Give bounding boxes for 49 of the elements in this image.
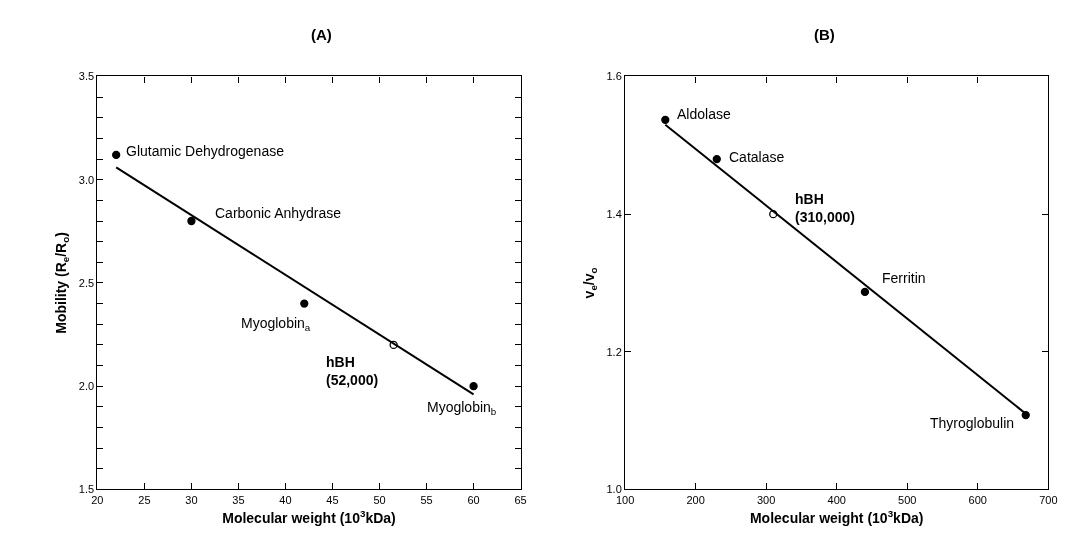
annotation: Aldolase [677,106,731,122]
x-axis-title: Molecular weight (10$^{3}$kDa) [222,508,396,526]
x-tick-label: 600 [968,493,987,506]
y-tick-label: 3.5 [78,70,95,83]
x-tick-label: 30 [185,493,198,506]
point [712,154,721,164]
annotation: Carbonic Anhydrase [215,205,342,221]
chart-title: (A) [311,26,332,43]
point [389,340,398,350]
point [300,299,309,308]
x-tick-label: 35 [232,493,245,506]
x-tick-label: 45 [326,493,339,506]
y-tick-label: 1.5 [78,483,95,496]
chart-title: (B) [814,26,835,43]
x-tick-label: 200 [686,493,705,506]
annotation: Myoglobin$_{a}$ [241,315,311,333]
x-tick-label: 20 [91,493,104,506]
annotation: Glutamic Dehydrogenase [126,143,285,159]
annotation: Ferritin [882,270,926,286]
point [187,216,196,226]
x-tick-label: 25 [138,493,151,506]
y-tick-label: 1.0 [606,483,622,496]
x-tick-label: 400 [827,493,846,506]
x-tick-label: 60 [467,493,480,506]
x-tick-label: 100 [615,493,635,506]
x-tick-label: 50 [373,493,386,506]
y-tick-label: 2.5 [78,276,95,289]
x-tick-label: 300 [756,493,776,506]
annotation: Thyroglobulin [930,415,1015,431]
x-tick-label: 500 [898,493,917,506]
y-tick-label: 1.6 [606,70,622,83]
x-tick-label: 40 [279,493,292,506]
annotation: Myoglobin$_{b}$ [427,399,497,417]
point [661,115,670,124]
x-tick-label: 65 [514,493,527,506]
annotation: Catalase [729,149,785,165]
annotation: hBH (310,000) [795,191,855,226]
y-tick-label: 3.0 [78,173,95,186]
x-axis-title: Molecular weight (10$^{3}$kDa) [749,508,924,526]
y-tick-label: 1.2 [606,345,622,358]
x-tick-label: 55 [420,493,433,506]
point [112,150,121,160]
y-tick-label: 2.0 [78,380,95,393]
point [469,382,478,391]
point [860,287,870,297]
annotation: hBH (52,000) [326,354,379,389]
point [769,209,778,219]
x-tick-label: 700 [1039,493,1058,506]
y-tick-label: 1.4 [606,207,622,220]
